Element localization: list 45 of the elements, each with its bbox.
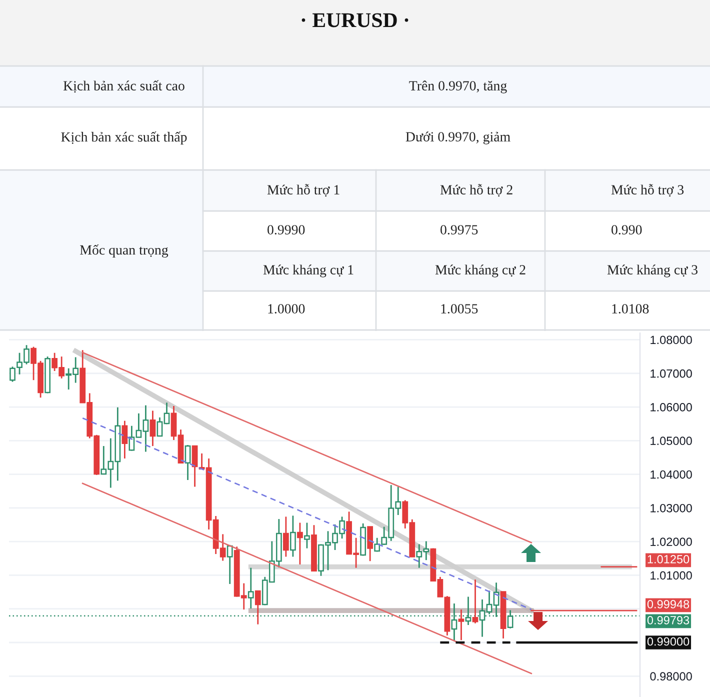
text: 1.0000: [268, 304, 305, 314]
data-label: 0.99000: [647, 637, 690, 646]
text: Mức hỗ trợ 3: [611, 184, 684, 197]
candlestick: [472, 578, 478, 624]
y-tick-label: 1.04000: [650, 470, 692, 479]
data-label: 1.01250: [648, 555, 690, 564]
text: 0.990: [612, 225, 642, 235]
candlestick: [304, 522, 310, 549]
y-tick-label: 1.02000: [650, 538, 692, 546]
candlestick: [254, 590, 261, 626]
candlestick: [367, 526, 374, 562]
text: · EURUSD ·: [302, 13, 408, 28]
candlestick: [283, 516, 289, 558]
ref-line-label: 0.99793: [647, 616, 690, 624]
candlestick: [248, 567, 254, 610]
candlestick: [297, 522, 303, 566]
candlestick: [150, 410, 156, 447]
candlestick: [184, 444, 191, 481]
text: Mức hỗ trợ 1: [267, 184, 340, 197]
text: Kịch bản xác suất thấp: [61, 131, 187, 145]
y-tick-label: 1.08000: [650, 336, 692, 344]
text: Mức kháng cự 3: [607, 264, 698, 278]
text: Trên 0.9970, tăng: [409, 80, 507, 94]
data-label: 0.99948: [647, 600, 690, 608]
y-tick-label: 1.06000: [650, 403, 692, 412]
candlestick: [226, 544, 233, 585]
candlestick: [192, 445, 198, 488]
y-tick-label: 1.01000: [650, 571, 692, 580]
y-tick-label: 1.05000: [650, 436, 692, 446]
text: Mức kháng cự 2: [435, 264, 526, 278]
candlestick: [122, 420, 128, 460]
y-tick-label: 1.07000: [650, 369, 692, 378]
y-tick-label: 0.98000: [650, 672, 692, 681]
text: 0.9990: [268, 225, 305, 235]
candlestick: [290, 514, 296, 558]
text: 1.0055: [441, 304, 478, 314]
text: 1.0108: [612, 304, 649, 314]
y-tick-label: 1.03000: [650, 504, 692, 512]
text: Mức hỗ trợ 2: [440, 184, 512, 197]
text: Mức kháng cự 1: [263, 264, 354, 278]
text: Kịch bản xác suất cao: [63, 80, 184, 93]
text: Dưới 0.9970, giảm: [406, 132, 510, 144]
text: 0.9975: [440, 225, 478, 235]
text: Mốc quan trọng: [80, 244, 168, 258]
candlestick: [458, 608, 464, 641]
